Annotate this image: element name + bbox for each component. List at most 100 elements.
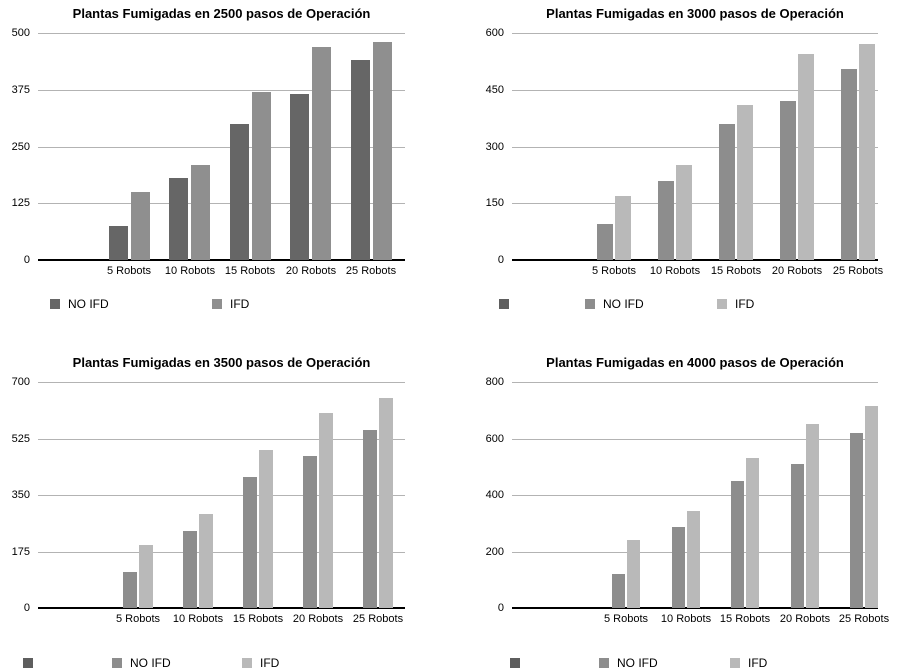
legend-item — [510, 654, 520, 668]
x-tick-label: 25 Robots — [345, 265, 397, 277]
bar-ifd — [252, 92, 271, 260]
bar-no-ifd — [841, 69, 857, 260]
legend-swatch — [510, 657, 520, 668]
legend-item: NO IFD — [599, 654, 658, 669]
bar-ifd — [746, 458, 759, 608]
gridline — [512, 147, 878, 148]
legend-swatch — [585, 298, 595, 309]
bar-ifd — [259, 450, 273, 608]
gridline — [38, 439, 405, 440]
gridline — [512, 495, 878, 496]
x-tick-label: 20 Robots — [771, 265, 823, 277]
legend-label: IFD — [748, 655, 768, 669]
y-tick-label: 0 — [23, 602, 30, 614]
legend-item: NO IFD — [112, 654, 171, 669]
gridline — [512, 382, 878, 383]
bar-no-ifd — [109, 226, 128, 260]
legend-swatch — [212, 298, 222, 309]
bar-ifd — [859, 44, 875, 260]
chart-title: Plantas Fumigadas en 3000 pasos de Opera… — [546, 6, 844, 21]
bar-no-ifd — [303, 456, 317, 608]
x-tick-label: 5 Robots — [591, 265, 637, 277]
bar-ifd — [615, 196, 631, 260]
x-tick-label: 20 Robots — [285, 265, 337, 277]
legend-label: NO IFD — [130, 655, 171, 669]
bar-no-ifd — [243, 477, 257, 608]
y-tick-label: 500 — [11, 27, 30, 39]
x-tick-label: 20 Robots — [292, 613, 344, 625]
legend-label: IFD — [230, 296, 250, 311]
x-axis-line — [38, 259, 405, 261]
gridline — [512, 90, 878, 91]
x-axis-line — [38, 607, 405, 609]
y-tick-label: 0 — [497, 602, 504, 614]
y-tick-label: 525 — [11, 433, 30, 445]
bar-no-ifd — [719, 124, 735, 260]
x-tick-label: 15 Robots — [224, 265, 276, 277]
legend-label: NO IFD — [617, 655, 658, 669]
gridline — [38, 382, 405, 383]
y-tick-label: 250 — [11, 141, 30, 153]
bar-no-ifd — [169, 178, 188, 260]
bar-ifd — [687, 511, 700, 608]
chart-plantas-4000: Plantas Fumigadas en 4000 pasos de Opera… — [452, 335, 903, 669]
gridline — [38, 147, 405, 148]
x-tick-label: 25 Robots — [832, 265, 884, 277]
legend-label: NO IFD — [68, 296, 109, 311]
bar-ifd — [865, 406, 878, 608]
bar-no-ifd — [850, 433, 863, 608]
bar-no-ifd — [731, 481, 744, 608]
x-tick-label: 10 Robots — [172, 613, 224, 625]
gridline — [512, 33, 878, 34]
legend-swatch — [730, 657, 740, 668]
legend-item: NO IFD — [50, 295, 109, 311]
x-tick-label: 25 Robots — [838, 613, 890, 625]
legend-item: IFD — [242, 654, 279, 669]
legend-swatch — [23, 657, 33, 668]
bar-ifd — [191, 165, 210, 260]
bar-no-ifd — [791, 464, 804, 608]
bar-no-ifd — [351, 60, 370, 260]
legend-swatch — [50, 298, 60, 309]
bar-ifd — [199, 514, 213, 608]
bar-ifd — [319, 413, 333, 608]
legend-item — [499, 295, 509, 309]
x-tick-label: 10 Robots — [660, 613, 712, 625]
y-tick-label: 150 — [485, 197, 504, 209]
y-tick-label: 600 — [485, 27, 504, 39]
x-tick-label: 15 Robots — [232, 613, 284, 625]
gridline — [512, 203, 878, 204]
x-axis-line — [512, 607, 878, 609]
bar-no-ifd — [612, 574, 625, 608]
y-tick-label: 450 — [485, 84, 504, 96]
gridline — [38, 90, 405, 91]
x-tick-label: 10 Robots — [649, 265, 701, 277]
gridline — [38, 33, 405, 34]
plot-area — [38, 33, 405, 261]
bar-ifd — [676, 165, 692, 260]
bar-ifd — [737, 105, 753, 260]
y-tick-label: 0 — [23, 254, 30, 266]
y-tick-label: 300 — [485, 141, 504, 153]
y-tick-label: 125 — [11, 197, 30, 209]
legend-swatch — [717, 298, 727, 309]
chart-title: Plantas Fumigadas en 4000 pasos de Opera… — [546, 355, 844, 370]
gridline — [38, 203, 405, 204]
bar-no-ifd — [658, 181, 674, 260]
bar-ifd — [131, 192, 150, 260]
bar-ifd — [373, 42, 392, 260]
gridline — [38, 552, 405, 553]
legend-item: IFD — [212, 295, 249, 311]
legend-item — [23, 654, 33, 668]
plot-area — [512, 33, 878, 261]
y-tick-label: 350 — [11, 489, 30, 501]
bar-ifd — [379, 398, 393, 608]
legend-label: IFD — [735, 296, 755, 311]
x-tick-label: 20 Robots — [779, 613, 831, 625]
legend-label: NO IFD — [603, 296, 644, 311]
bar-no-ifd — [290, 94, 309, 260]
y-tick-label: 700 — [11, 376, 30, 388]
bar-ifd — [798, 54, 814, 260]
bar-ifd — [139, 545, 153, 608]
